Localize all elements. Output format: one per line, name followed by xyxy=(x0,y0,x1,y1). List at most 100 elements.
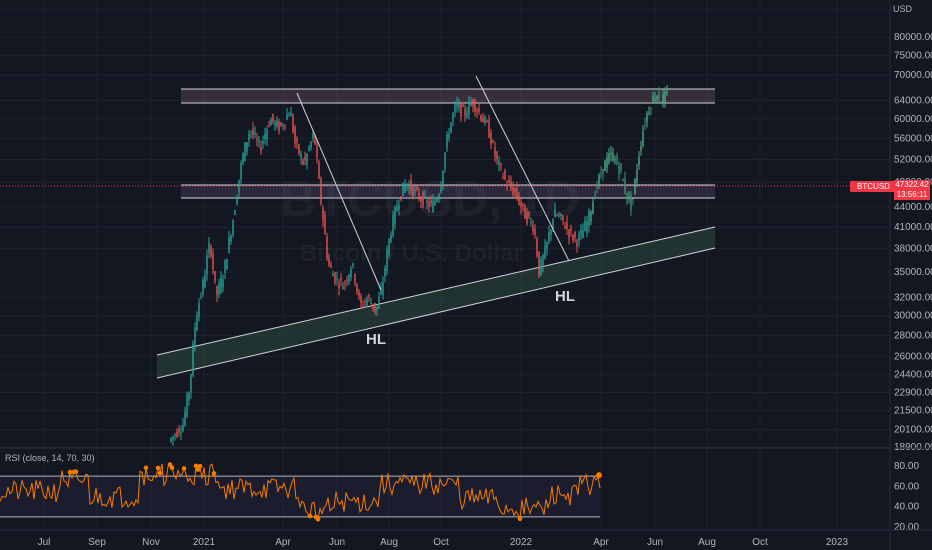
candle-body xyxy=(602,169,604,174)
candle-body xyxy=(490,133,492,145)
candle-body xyxy=(518,195,520,205)
candle-body xyxy=(416,187,418,191)
candle-body xyxy=(646,113,648,122)
candle-body xyxy=(268,125,270,127)
candle-body xyxy=(296,138,298,143)
candle-body xyxy=(384,268,386,277)
candle-body xyxy=(558,215,560,217)
candle-body xyxy=(258,140,260,142)
trendline-lower[interactable] xyxy=(156,247,716,379)
candle-body xyxy=(198,302,200,317)
candle-body xyxy=(374,302,376,312)
candle-body xyxy=(508,179,510,183)
rsi-line xyxy=(0,463,601,521)
candle-body xyxy=(236,197,238,205)
candle-body xyxy=(436,198,438,202)
candle-body xyxy=(180,432,182,434)
candle-body xyxy=(426,200,428,204)
candle-body xyxy=(520,201,522,208)
candle-body xyxy=(244,142,246,161)
candle-body xyxy=(216,286,218,295)
candle-body xyxy=(638,156,640,166)
trendline-upper[interactable] xyxy=(156,226,716,356)
rsi-tick-label: 20.00 xyxy=(894,522,919,533)
candle-body xyxy=(564,226,566,229)
candle-body xyxy=(474,99,476,112)
candle-body xyxy=(652,95,654,102)
watermark-title: BTCUSD, 1D xyxy=(280,171,581,227)
candle-body xyxy=(408,184,410,190)
candle-body xyxy=(204,274,206,288)
candle-body xyxy=(322,207,324,221)
candle-body xyxy=(446,133,448,149)
descending-trendline[interactable] xyxy=(475,75,570,262)
hl-annotation[interactable]: HL xyxy=(555,288,575,305)
candle-body xyxy=(286,114,288,120)
price-tick-label: 24400.00 xyxy=(894,369,932,380)
candle-body xyxy=(182,424,184,432)
last-price: 47322.42 xyxy=(895,180,929,189)
candle-body xyxy=(250,131,252,133)
candle-body xyxy=(282,125,284,127)
last-price-tag: 47322.42 13:56:11 xyxy=(894,180,930,200)
descending-trendline[interactable] xyxy=(296,92,382,291)
candle-body xyxy=(394,206,396,225)
price-tick-label: 41000.00 xyxy=(894,222,932,233)
candle-body xyxy=(342,286,344,290)
candle-body xyxy=(274,121,276,126)
resistance-zone xyxy=(181,89,715,103)
candle-body xyxy=(324,214,326,235)
symbol-price-tag: BTCUSD xyxy=(850,181,897,192)
candle-body xyxy=(270,119,272,126)
candle-body xyxy=(654,98,656,102)
support-zone xyxy=(181,185,715,198)
candle-body xyxy=(200,295,202,297)
candle-body xyxy=(584,220,586,231)
candle-body xyxy=(302,160,304,165)
rsi-indicator-label[interactable]: RSI (close, 14, 70, 30) xyxy=(5,453,95,463)
rsi-last-marker xyxy=(596,472,602,479)
candle-body xyxy=(454,103,456,113)
candle-body xyxy=(380,288,382,294)
candle-body xyxy=(634,178,636,194)
candle-body xyxy=(338,284,340,289)
candle-body xyxy=(208,242,210,254)
price-tick-label: 20100.00 xyxy=(894,425,932,436)
candle-body xyxy=(622,178,624,181)
candle-body xyxy=(350,269,352,278)
candle-body xyxy=(332,274,334,277)
candle-body xyxy=(618,165,620,175)
currency-label[interactable]: USD xyxy=(893,4,913,14)
candle-body xyxy=(222,279,224,288)
price-tick-label: 28000.00 xyxy=(894,330,932,341)
candle-body xyxy=(648,112,650,115)
candle-body xyxy=(172,436,174,440)
bar-countdown: 13:56:11 xyxy=(896,190,928,199)
candle-body xyxy=(314,134,316,145)
candle-body xyxy=(612,152,614,161)
candle-body xyxy=(538,251,540,277)
candle-body xyxy=(658,87,660,102)
watermark-subtitle: Bitcoin / U.S. Dollar xyxy=(300,240,523,267)
candle-body xyxy=(360,295,362,304)
candle-body xyxy=(402,182,404,197)
candle-body xyxy=(576,240,578,247)
price-tick-label: 52000.00 xyxy=(894,154,932,165)
candle-body xyxy=(174,434,176,436)
candle-body xyxy=(340,277,342,280)
candle-body xyxy=(364,301,366,303)
candle-body xyxy=(500,163,502,166)
candle-body xyxy=(406,183,408,188)
candle-body xyxy=(640,146,642,151)
hl-annotation[interactable]: HL xyxy=(366,331,386,348)
candle-body xyxy=(300,154,302,158)
candle-body xyxy=(462,104,464,107)
candle-body xyxy=(344,282,346,284)
candle-body xyxy=(610,152,612,155)
price-tick-label: 38000.00 xyxy=(894,244,932,255)
candle-body xyxy=(420,198,422,202)
candle-body xyxy=(604,160,606,172)
candle-body xyxy=(392,214,394,237)
candle-body xyxy=(466,112,468,118)
